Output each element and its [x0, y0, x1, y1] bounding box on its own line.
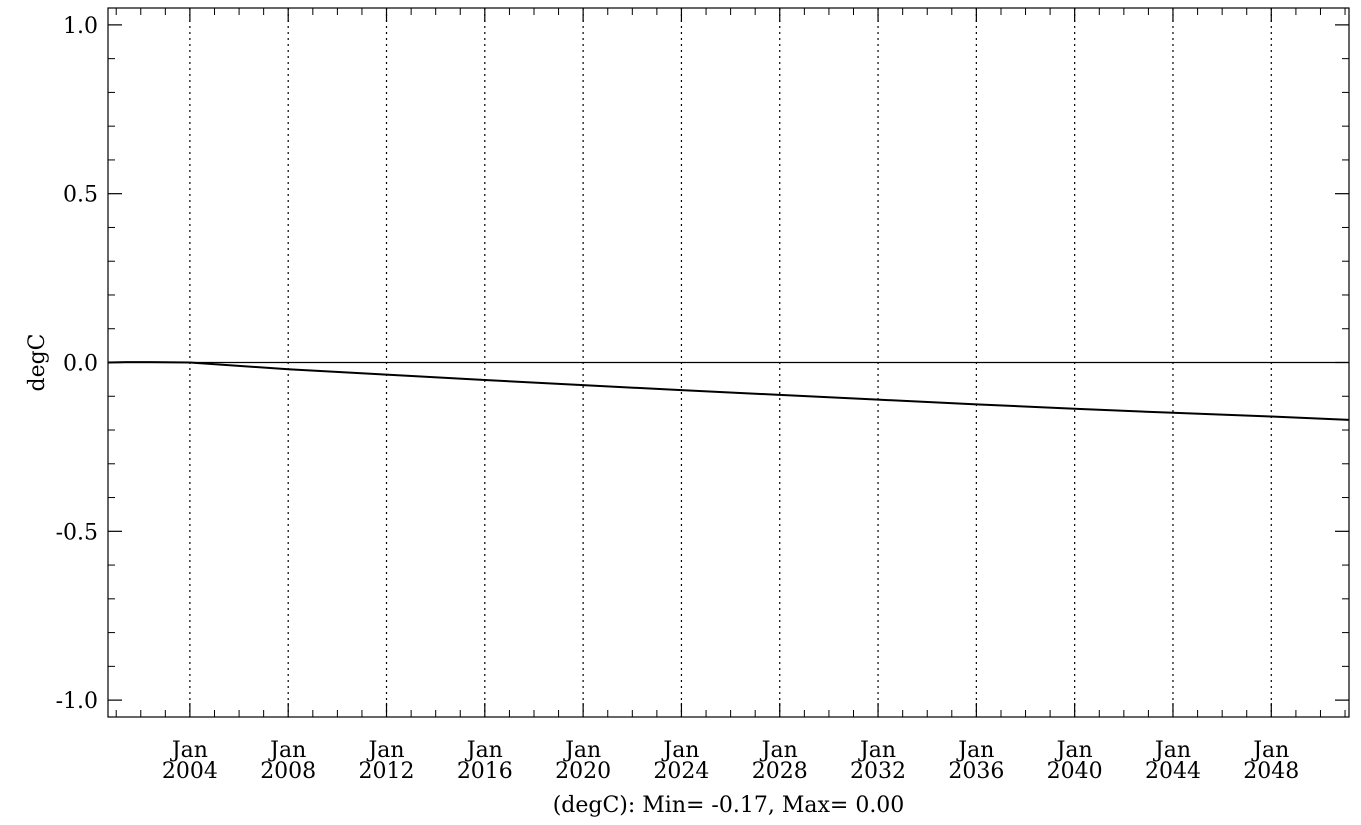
- x-tick-label-month: Jan: [366, 738, 404, 763]
- x-tick-label-year: 2016: [457, 759, 513, 784]
- x-tick-label-month: Jan: [661, 738, 699, 763]
- x-tick-label-year: 2048: [1243, 759, 1299, 784]
- x-axis-label: (degC): Min= -0.17, Max= 0.00: [553, 793, 905, 818]
- y-tick-label: 0.5: [63, 183, 98, 208]
- x-tick-label-year: 2044: [1145, 759, 1201, 784]
- y-tick-label: 0.0: [63, 352, 98, 377]
- x-tick-label-year: 2008: [260, 759, 316, 784]
- x-tick-label-month: Jan: [1251, 738, 1289, 763]
- x-tick-label-year: 2028: [752, 759, 808, 784]
- x-tick-label-year: 2032: [850, 759, 906, 784]
- x-tick-label-month: Jan: [1055, 738, 1093, 763]
- x-tick-label-year: 2024: [653, 759, 709, 784]
- x-tick-label-month: Jan: [563, 738, 601, 763]
- x-tick-labels: Jan2004Jan2008Jan2012Jan2016Jan2020Jan20…: [162, 738, 1299, 784]
- x-tick-label-year: 2004: [162, 759, 218, 784]
- x-tick-label-month: Jan: [465, 738, 503, 763]
- y-tick-label: 1.0: [63, 14, 98, 39]
- y-axis-label: degC: [25, 333, 50, 391]
- x-tick-label-year: 2040: [1047, 759, 1103, 784]
- x-tick-label-month: Jan: [858, 738, 896, 763]
- x-tick-label-month: Jan: [1153, 738, 1191, 763]
- x-tick-label-month: Jan: [268, 738, 306, 763]
- x-tick-label-month: Jan: [760, 738, 798, 763]
- y-tick-label: -0.5: [56, 520, 98, 545]
- series-line: [107, 361, 1350, 421]
- plot-frame: [107, 7, 1350, 718]
- x-tick-label-year: 2012: [359, 759, 415, 784]
- x-tick-label-month: Jan: [170, 738, 208, 763]
- x-tick-label-year: 2020: [555, 759, 611, 784]
- minor-tick-layer: [108, 8, 1349, 717]
- y-tick-label: -1.0: [56, 689, 98, 714]
- x-tick-label-year: 2036: [948, 759, 1004, 784]
- x-tick-label-month: Jan: [956, 738, 994, 763]
- y-tick-labels: -1.0 -0.5 0.0 0.5 1.0: [56, 14, 98, 714]
